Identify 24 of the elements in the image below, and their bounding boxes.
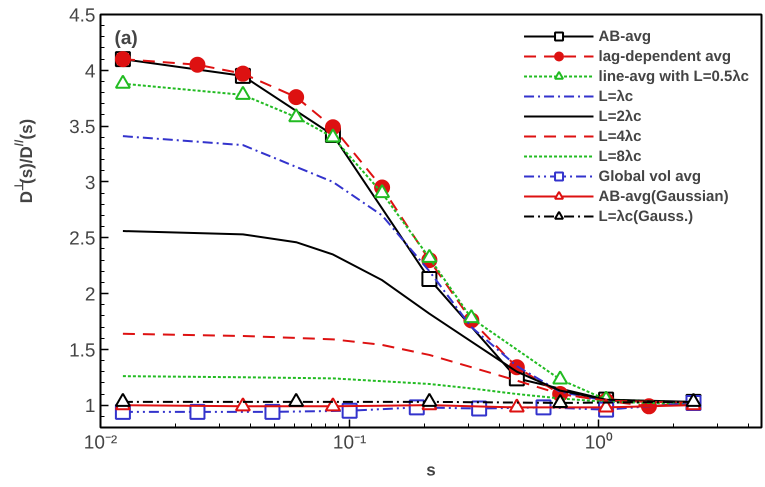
legend-label: L=λc(Gauss.) [598,207,694,225]
legend-label: L=2λc [598,107,642,125]
legend-label: AB-avg [598,27,652,45]
y-tick-label: 1.5 [69,340,96,362]
x-tick-label: 10⁻¹ [332,432,366,454]
legend-label: L=8λc [598,147,642,165]
legend-label: L=λc [598,87,634,105]
y-tick-label: 4.5 [69,6,96,26]
legend-label: Global vol avg [598,167,702,185]
y-tick-label: 3.5 [69,117,96,138]
y-axis-title: D⊥(s)/D//(s) [12,118,36,204]
legend-label: lag-dependent avg [598,47,732,65]
x-axis-title: s [426,460,436,480]
legend-label: L=4λc [598,127,642,145]
y-tick-label: 2 [84,284,96,306]
y-tick-label: 2.5 [69,228,96,250]
legend-label: AB-avg(Gaussian) [598,187,729,205]
annotation: (a) [114,28,138,49]
x-tick-label: 10⁻² [84,432,118,454]
y-tick-label: 4 [84,61,96,82]
x-tick-label: 10⁰ [584,432,613,454]
y-tick-label: 3 [84,172,96,194]
legend-label: line-avg with L=0.5λc [598,67,749,85]
y-tick-label: 1 [84,396,96,418]
